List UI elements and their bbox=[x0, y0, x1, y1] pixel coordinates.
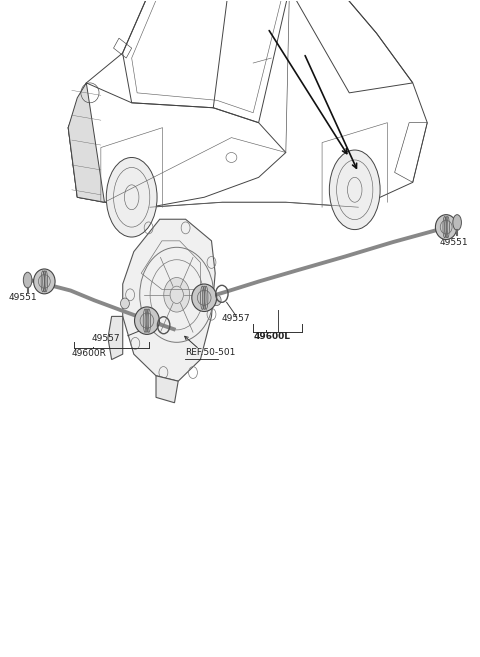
Ellipse shape bbox=[453, 215, 461, 231]
Ellipse shape bbox=[329, 150, 380, 229]
Ellipse shape bbox=[120, 298, 130, 309]
Text: 49557: 49557 bbox=[91, 334, 120, 343]
Ellipse shape bbox=[106, 158, 157, 237]
Ellipse shape bbox=[164, 277, 190, 312]
Ellipse shape bbox=[34, 269, 55, 294]
Polygon shape bbox=[108, 317, 123, 359]
Ellipse shape bbox=[435, 215, 457, 240]
Text: 49600R: 49600R bbox=[72, 349, 107, 358]
Text: 49551: 49551 bbox=[9, 293, 37, 302]
Ellipse shape bbox=[134, 307, 159, 334]
Text: 49600L: 49600L bbox=[253, 332, 290, 341]
Text: REF.50-501: REF.50-501 bbox=[185, 348, 236, 357]
Ellipse shape bbox=[24, 272, 32, 288]
Ellipse shape bbox=[212, 295, 221, 306]
Text: 49557: 49557 bbox=[222, 314, 251, 323]
Polygon shape bbox=[68, 83, 105, 202]
Ellipse shape bbox=[192, 284, 216, 311]
Polygon shape bbox=[156, 376, 178, 403]
Polygon shape bbox=[123, 219, 215, 381]
Text: 49551: 49551 bbox=[440, 238, 468, 246]
